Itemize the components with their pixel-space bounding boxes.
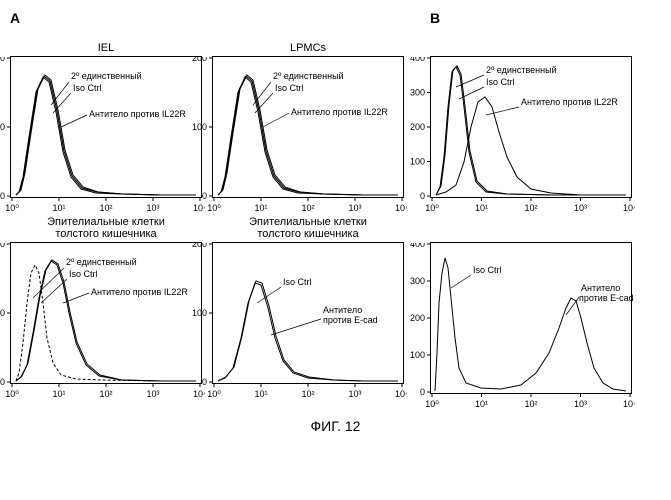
svg-text:10³: 10³ [146,203,159,213]
chart-a1: 010020010⁰10¹10²10³10⁴2º единственныйIso… [10,56,202,198]
chart-a4-title: Эпителиальные клеткитолстого кишечника [249,216,367,240]
svg-text:2º единственный: 2º единственный [486,65,557,75]
panel-b-label: B [430,10,640,26]
chart-b2-wrap: 010020030040010⁰10¹10²10³10⁴Iso CtrlАнти… [430,216,632,394]
svg-text:10²: 10² [524,203,537,213]
svg-text:Антитело против IL22R: Антитело против IL22R [89,109,186,119]
panel-a: A IEL 010020010⁰10¹10²10³10⁴2º единствен… [10,10,410,412]
svg-text:0: 0 [420,191,425,201]
panel-a-label: A [10,10,410,26]
svg-text:10¹: 10¹ [254,389,267,399]
svg-text:200: 200 [0,57,5,63]
svg-text:200: 200 [410,122,425,132]
panel-b: B 010020030040010⁰10¹10²10³10⁴2º единств… [430,10,640,412]
chart-a3-title: Эпителиальные клеткитолстого кишечника [47,216,165,240]
svg-text:2º единственный: 2º единственный [273,71,344,81]
svg-text:100: 100 [192,122,207,132]
svg-text:100: 100 [0,122,5,132]
svg-text:2º единственный: 2º единственный [71,71,142,81]
svg-text:10⁰: 10⁰ [5,389,19,399]
svg-text:2º единственный: 2º единственный [66,257,137,267]
chart-a4-wrap: Эпителиальные клеткитолстого кишечника 0… [212,216,404,384]
svg-text:10¹: 10¹ [52,203,65,213]
svg-text:100: 100 [0,308,5,318]
svg-text:10¹: 10¹ [475,203,488,213]
chart-b1-wrap: 010020030040010⁰10¹10²10³10⁴2º единствен… [430,30,632,198]
panel-a-row1: IEL 010020010⁰10¹10²10³10⁴2º единственны… [10,30,410,198]
svg-text:Iso Ctrl: Iso Ctrl [283,277,312,287]
svg-text:против E-cad: против E-cad [323,315,378,325]
svg-text:0: 0 [202,191,207,201]
svg-text:10³: 10³ [146,389,159,399]
svg-text:100: 100 [410,350,425,360]
svg-text:10¹: 10¹ [52,389,65,399]
chart-a2-wrap: LPMCs 010020010⁰10¹10²10³10⁴2º единствен… [212,30,404,198]
chart-a1-title: IEL [98,30,115,54]
svg-text:10²: 10² [301,389,314,399]
svg-text:400: 400 [410,57,425,63]
svg-text:Антитело против IL22R: Антитело против IL22R [291,107,388,117]
svg-text:10³: 10³ [574,203,587,213]
svg-text:0: 0 [0,377,5,387]
svg-text:400: 400 [410,243,425,249]
chart-a3: 010020010⁰10¹10²10³10⁴2º единственныйIso… [10,242,202,384]
svg-text:Антитело: Антитело [323,305,362,315]
panel-b-row1: 010020030040010⁰10¹10²10³10⁴2º единствен… [430,30,640,198]
svg-text:Iso Ctrl: Iso Ctrl [275,83,304,93]
svg-text:0: 0 [420,387,425,397]
chart-a2-title: LPMCs [290,30,326,54]
svg-text:10⁰: 10⁰ [425,399,439,409]
chart-b1: 010020030040010⁰10¹10²10³10⁴2º единствен… [430,56,632,198]
svg-text:0: 0 [0,191,5,201]
chart-a4: 010020010⁰10¹10²10³10⁴Iso CtrlАнтителопр… [212,242,404,384]
svg-text:10²: 10² [99,203,112,213]
svg-text:300: 300 [410,276,425,286]
svg-text:10³: 10³ [348,203,361,213]
panel-a-row2: Эпителиальные клеткитолстого кишечника 0… [10,216,410,384]
svg-text:300: 300 [410,88,425,98]
svg-text:Iso Ctrl: Iso Ctrl [73,83,102,93]
svg-text:10⁰: 10⁰ [5,203,19,213]
svg-text:10²: 10² [524,399,537,409]
svg-text:200: 200 [0,243,5,249]
svg-text:10⁰: 10⁰ [425,203,439,213]
figure-caption: ФИГ. 12 [10,418,661,434]
svg-text:10⁰: 10⁰ [207,389,221,399]
svg-text:Антитело против IL22R: Антитело против IL22R [91,287,188,297]
svg-text:против E-cad: против E-cad [579,293,634,303]
svg-text:10³: 10³ [348,389,361,399]
svg-text:10¹: 10¹ [475,399,488,409]
svg-text:Iso Ctrl: Iso Ctrl [69,269,98,279]
svg-text:0: 0 [202,377,207,387]
chart-a1-wrap: IEL 010020010⁰10¹10²10³10⁴2º единственны… [10,30,202,198]
svg-text:200: 200 [192,243,207,249]
svg-text:200: 200 [410,313,425,323]
svg-text:10²: 10² [301,203,314,213]
svg-text:100: 100 [192,308,207,318]
svg-text:Iso Ctrl: Iso Ctrl [473,265,502,275]
svg-text:10³: 10³ [574,399,587,409]
svg-text:10⁴: 10⁴ [623,203,635,213]
svg-text:10⁴: 10⁴ [623,399,635,409]
svg-text:100: 100 [410,157,425,167]
svg-text:Антитело против IL22R: Антитело против IL22R [521,97,618,107]
svg-text:10²: 10² [99,389,112,399]
chart-a2: 010020010⁰10¹10²10³10⁴2º единственныйIso… [212,56,404,198]
svg-text:200: 200 [192,57,207,63]
figure-12: A IEL 010020010⁰10¹10²10³10⁴2º единствен… [10,10,661,412]
svg-text:10¹: 10¹ [254,203,267,213]
chart-a3-wrap: Эпителиальные клеткитолстого кишечника 0… [10,216,202,384]
panel-b-row2: 010020030040010⁰10¹10²10³10⁴Iso CtrlАнти… [430,216,640,394]
svg-text:Антитело: Антитело [581,283,620,293]
svg-text:10⁰: 10⁰ [207,203,221,213]
svg-text:Iso Ctrl: Iso Ctrl [486,77,515,87]
chart-b2: 010020030040010⁰10¹10²10³10⁴Iso CtrlАнти… [430,242,632,394]
